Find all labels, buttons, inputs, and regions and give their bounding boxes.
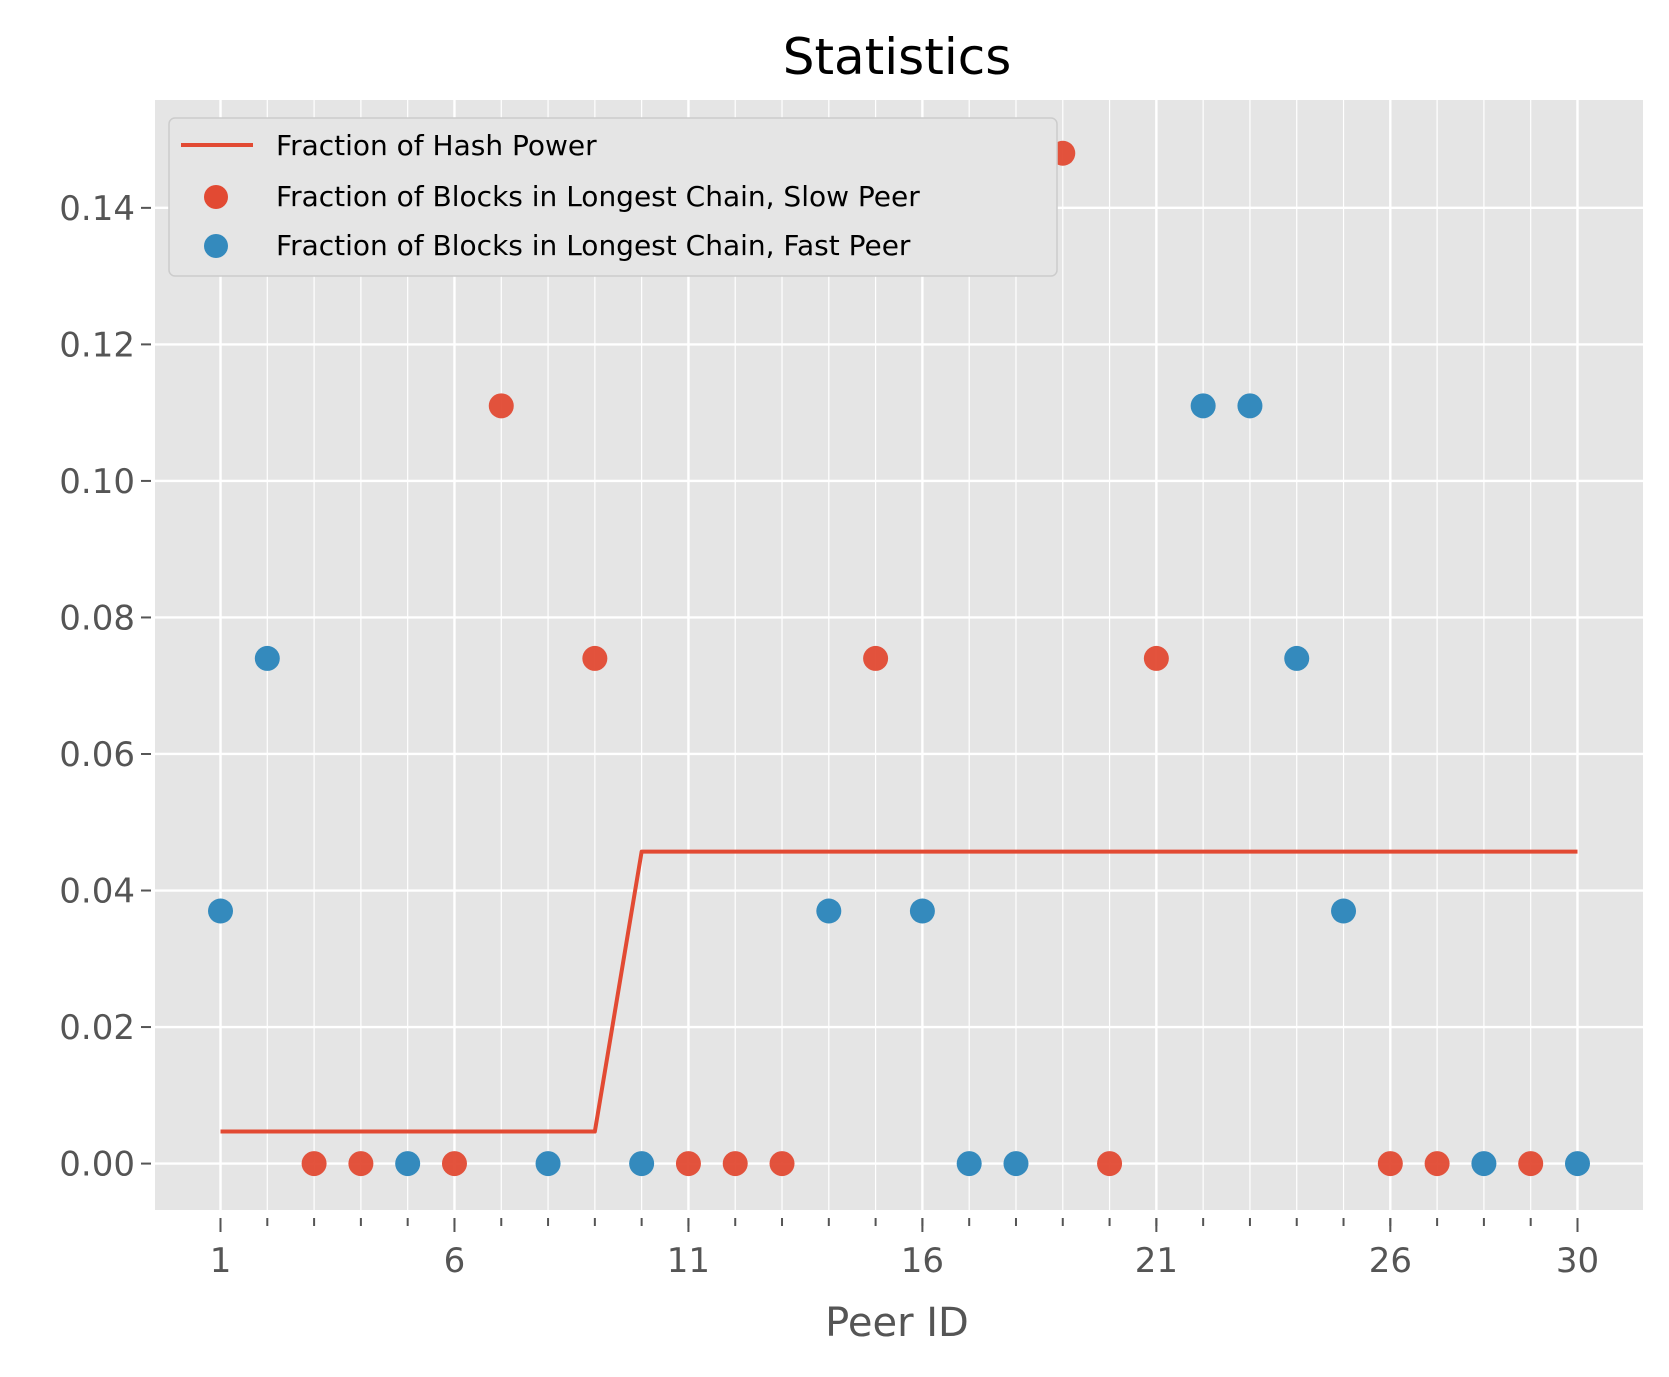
fast-peer-point <box>629 1151 655 1177</box>
y-tick-label: 0.10 <box>59 462 135 502</box>
chart-title: Statistics <box>783 28 1012 86</box>
fast-peer-point <box>535 1151 561 1177</box>
fast-peer-point <box>1331 898 1357 924</box>
fast-peer-point <box>208 898 234 924</box>
legend: Fraction of Hash Power Fraction of Block… <box>168 117 1058 277</box>
y-tick-label: 0.12 <box>59 325 135 365</box>
fast-peer-point <box>956 1151 982 1177</box>
y-tick-label: 0.00 <box>59 1145 135 1185</box>
x-tick-label: 30 <box>1556 1241 1599 1281</box>
legend-marker-slow-peer <box>204 185 228 209</box>
fast-peer-point <box>1003 1151 1029 1177</box>
fast-peer-point <box>1564 1151 1590 1177</box>
fast-peer-point <box>1471 1151 1497 1177</box>
slow-peer-point <box>1143 645 1169 671</box>
x-tick-label: 6 <box>444 1241 466 1281</box>
fast-peer-point <box>909 898 935 924</box>
x-axis-label: Peer ID <box>825 1300 969 1346</box>
y-tick-label: 0.14 <box>59 189 135 229</box>
fast-peer-point <box>1284 645 1310 671</box>
fast-peer-point <box>254 645 280 671</box>
slow-peer-point <box>1518 1151 1544 1177</box>
fast-peer-point <box>395 1151 421 1177</box>
slow-peer-point <box>582 645 608 671</box>
fast-peer-point <box>816 898 842 924</box>
legend-marker-fast-peer <box>204 234 228 258</box>
fast-peer-point <box>1190 393 1216 419</box>
x-tick-label: 21 <box>1135 1241 1178 1281</box>
slow-peer-point <box>348 1151 374 1177</box>
y-tick-label: 0.08 <box>59 598 135 638</box>
slow-peer-point <box>441 1151 467 1177</box>
slow-peer-point <box>769 1151 795 1177</box>
y-tick-label: 0.02 <box>59 1008 135 1048</box>
slow-peer-point <box>863 645 889 671</box>
plot-panel <box>155 100 1643 1210</box>
y-tick-label: 0.04 <box>59 872 135 912</box>
y-tick-label: 0.06 <box>59 735 135 775</box>
x-tick-label: 11 <box>667 1241 710 1281</box>
legend-label-hash-power: Fraction of Hash Power <box>276 129 597 162</box>
series-layer <box>208 140 1590 1177</box>
x-tick-label: 26 <box>1369 1241 1412 1281</box>
legend-label-slow-peer: Fraction of Blocks in Longest Chain, Slo… <box>276 180 920 213</box>
axis-layer: 1 6 11 16 21 26 300.000.020.040.060.080.100.12… <box>59 189 1599 1281</box>
slow-peer-point <box>675 1151 701 1177</box>
x-tick-label: 16 <box>901 1241 944 1281</box>
x-tick-label: 1 <box>210 1241 232 1281</box>
slow-peer-point <box>1097 1151 1123 1177</box>
slow-peer-point <box>301 1151 327 1177</box>
slow-peer-point <box>1377 1151 1403 1177</box>
slow-peer-point <box>1424 1151 1450 1177</box>
legend-box <box>168 117 1058 277</box>
hash-power-line <box>220 849 1578 1134</box>
legend-label-fast-peer: Fraction of Blocks in Longest Chain, Fas… <box>276 229 911 262</box>
slow-peer-point <box>488 393 514 419</box>
slow-peer-point <box>722 1151 748 1177</box>
fast-peer-point <box>1237 393 1263 419</box>
